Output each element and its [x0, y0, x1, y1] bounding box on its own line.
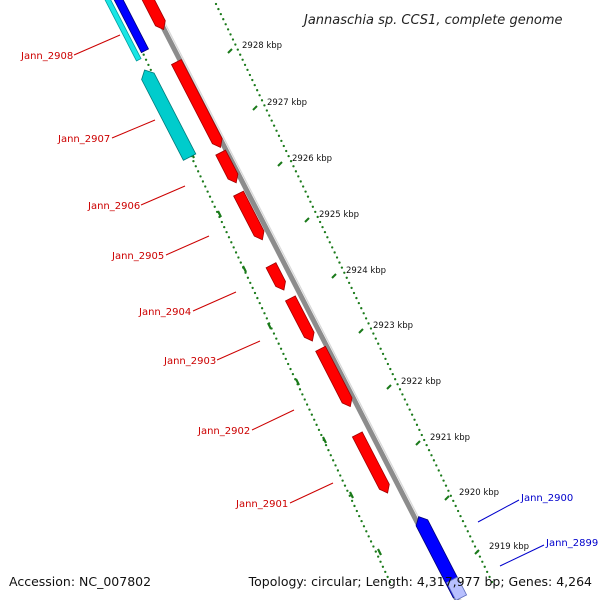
backbone-highlight	[152, 0, 463, 603]
ruler-tick	[331, 273, 337, 279]
outer-ruler-dots	[214, 2, 494, 584]
gene-leader-line	[192, 291, 237, 312]
gene-leader-line	[477, 499, 520, 523]
gene-label[interactable]: Jann_2900	[520, 493, 573, 504]
ruler-tick	[277, 161, 283, 167]
gene-label[interactable]: Jann_2903	[163, 356, 216, 367]
gene-label[interactable]: Jann_2908	[20, 51, 73, 62]
ruler-label: 2923 kbp	[373, 321, 413, 331]
inner-ruler-tick	[295, 378, 300, 386]
ruler-labels: 2928 kbp 2927 kbp 2926 kbp 2925 kbp 2924 kbp…	[227, 41, 529, 555]
ruler-label: 2922 kbp	[401, 377, 441, 387]
ruler-tick	[386, 384, 392, 390]
forward-gene-block	[141, 0, 166, 31]
accession-text: Accession: NC_007802	[9, 574, 151, 589]
ruler-tick	[444, 495, 450, 501]
gene-leader-line	[111, 119, 156, 139]
forward-gene-block	[233, 190, 265, 241]
gene-leader-line	[499, 544, 545, 567]
inner-ruler-tick	[349, 491, 354, 499]
reverse-gene-block	[113, 0, 150, 54]
gene-leader-line	[73, 34, 121, 56]
ruler-label: 2925 kbp	[319, 210, 359, 220]
gene-leader-line	[165, 235, 210, 256]
ruler-tick	[304, 217, 310, 223]
gene-label[interactable]: Jann_2901	[235, 499, 288, 510]
gene-leader-line	[140, 185, 186, 206]
gene-label[interactable]: Jann_2905	[111, 251, 164, 262]
gene-features	[104, 0, 468, 601]
map-title: Jannaschia sp. CCS1, complete genome	[301, 13, 563, 28]
forward-gene-block	[315, 345, 353, 408]
ruler-label: 2927 kbp	[267, 98, 307, 108]
ruler-label: 2919 kbp	[489, 542, 529, 552]
ruler-label: 2920 kbp	[459, 488, 499, 498]
forward-gene-block	[170, 58, 223, 148]
forward-gene-block	[215, 149, 239, 184]
inner-ruler-tick	[377, 548, 382, 556]
inner-ruler-tick	[267, 322, 272, 330]
ruler-tick	[227, 48, 233, 54]
summary-text: Topology: circular; Length: 4,317,977 bp…	[248, 574, 592, 589]
ruler-label: 2928 kbp	[242, 41, 282, 51]
ruler-tick	[252, 105, 258, 111]
ruler-tick	[474, 549, 480, 555]
ruler-tick	[415, 440, 421, 446]
gene-label[interactable]: Jann_2907	[57, 134, 110, 145]
gene-leader-line	[251, 409, 295, 431]
gene-label[interactable]: Jann_2902	[197, 426, 250, 437]
forward-gene-block	[265, 262, 286, 291]
reverse-gene-block-cyan	[104, 0, 142, 62]
gene-label[interactable]: Jann_2904	[138, 307, 191, 318]
ruler-label: 2921 kbp	[430, 433, 470, 443]
forward-gene-block	[351, 431, 390, 494]
gene-leader-line	[216, 340, 261, 361]
forward-gene-block	[284, 295, 315, 342]
gene-label[interactable]: Jann_2906	[87, 201, 140, 212]
gene-leader-line	[289, 482, 334, 504]
ruler-label: 2926 kbp	[292, 154, 332, 164]
ruler-tick	[358, 328, 364, 334]
reverse-gene-block-cyan	[141, 69, 197, 161]
inner-ruler-tick	[242, 265, 247, 273]
gene-label[interactable]: Jann_2899	[545, 538, 598, 549]
ruler-label: 2924 kbp	[346, 266, 386, 276]
inner-ruler-tick	[217, 210, 222, 218]
gene-labels: Jann_2908 Jann_2907 Jann_2906 Jann_2905 Jann…	[20, 34, 598, 567]
inner-ruler-tick	[322, 436, 327, 444]
